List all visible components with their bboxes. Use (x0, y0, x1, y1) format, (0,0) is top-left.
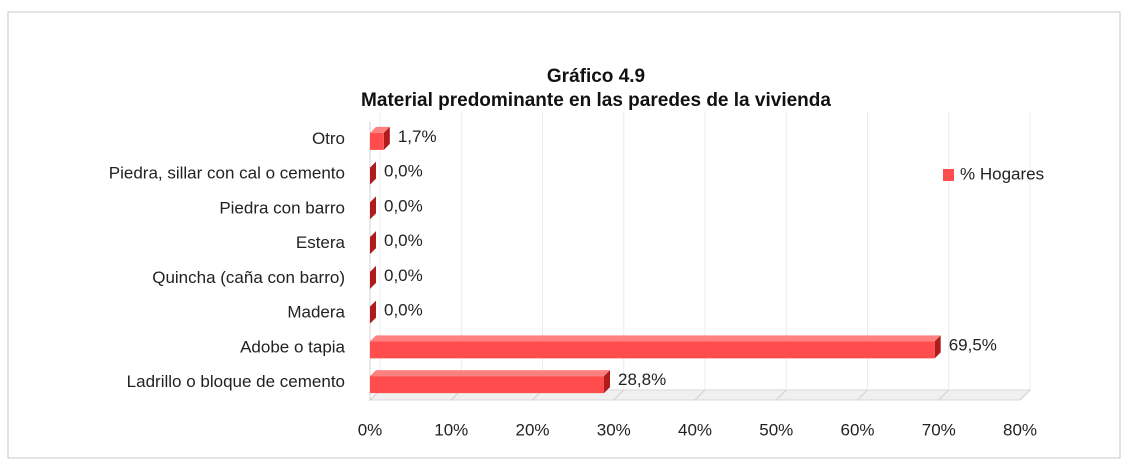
data-label: 0,0% (384, 162, 423, 181)
x-tick (775, 389, 787, 401)
x-tick-label: 10% (434, 420, 468, 439)
data-label: 0,0% (384, 196, 423, 215)
bar-side (934, 335, 941, 359)
bar-side (370, 161, 376, 185)
x-tick (857, 389, 868, 401)
y-tick-label: Quincha (caña con barro) (152, 268, 345, 287)
x-tick-label: 40% (678, 420, 712, 439)
y-tick-label: Piedra, sillar con cal o cemento (109, 164, 345, 183)
x-tick-label: 50% (759, 420, 793, 439)
data-label: 1,7% (398, 127, 437, 146)
bar (370, 132, 384, 150)
x-tick-label: 0% (358, 420, 383, 439)
bar (370, 341, 935, 359)
x-tick-label: 80% (1003, 420, 1037, 439)
bar-side (370, 300, 376, 324)
y-tick-label: Ladrillo o bloque de cemento (127, 372, 345, 391)
data-label: 0,0% (384, 301, 423, 320)
y-tick-label: Piedra con barro (219, 198, 345, 217)
bar (370, 376, 604, 394)
chart-subtitle: Material predominante en las paredes de … (361, 90, 831, 111)
bar-side (370, 231, 376, 255)
x-tick-label: 70% (922, 420, 956, 439)
bar-side (604, 370, 610, 394)
y-tick-label: Madera (287, 303, 345, 322)
bar-top (370, 126, 390, 133)
data-label: 0,0% (384, 231, 423, 250)
bar-side (383, 126, 390, 150)
x-tick-label: 20% (515, 420, 549, 439)
bar-side (370, 196, 376, 220)
x-tick (694, 389, 706, 401)
y-tick-label: Otro (312, 129, 345, 148)
y-tick-label: Estera (296, 233, 346, 252)
x-tick-label: 60% (840, 420, 874, 439)
data-label: 28,8% (618, 370, 666, 389)
data-label: 0,0% (384, 266, 423, 285)
bar-top (370, 335, 941, 342)
x-tick-label: 30% (597, 420, 631, 439)
x-tick (613, 389, 625, 401)
data-label: 69,5% (949, 335, 997, 354)
legend-swatch (943, 169, 954, 181)
legend-label: % Hogares (960, 164, 1044, 183)
x-tick (1019, 389, 1031, 401)
y-tick-label: Adobe o tapia (240, 337, 345, 356)
bar-side (370, 265, 376, 289)
bar-top (370, 370, 610, 377)
x-tick (938, 389, 950, 401)
chart-title: Gráfico 4.9 (547, 66, 645, 87)
